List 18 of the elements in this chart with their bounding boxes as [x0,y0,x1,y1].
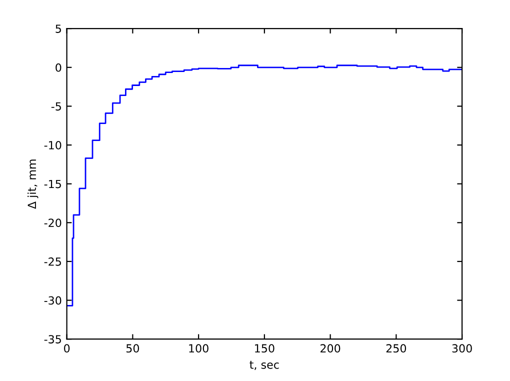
y-tick-label: -35 [44,335,61,344]
y-axis-title: Δ jit, mm [27,160,38,209]
y-tick-label: -10 [44,140,62,150]
y-tick-label: -20 [44,218,62,228]
y-tick-label: 0 [56,63,62,72]
y-tick-label: -30 [44,296,62,305]
x-tick-label: 300 [452,344,472,353]
y-tick-label: -5 [51,102,61,111]
y-tick-label: -25 [44,257,61,266]
x-tick-label: 250 [386,344,406,353]
x-axis-title: t, sec [250,360,279,370]
x-tick-label: 100 [189,344,208,353]
x-tick-label: 200 [320,344,340,353]
x-tick-label: 150 [255,344,274,353]
y-tick-label: -15 [44,180,61,188]
x-tick-label: 0 [64,344,70,353]
y-tick-label: 5 [56,24,61,33]
x-tick-label: 50 [126,344,140,353]
